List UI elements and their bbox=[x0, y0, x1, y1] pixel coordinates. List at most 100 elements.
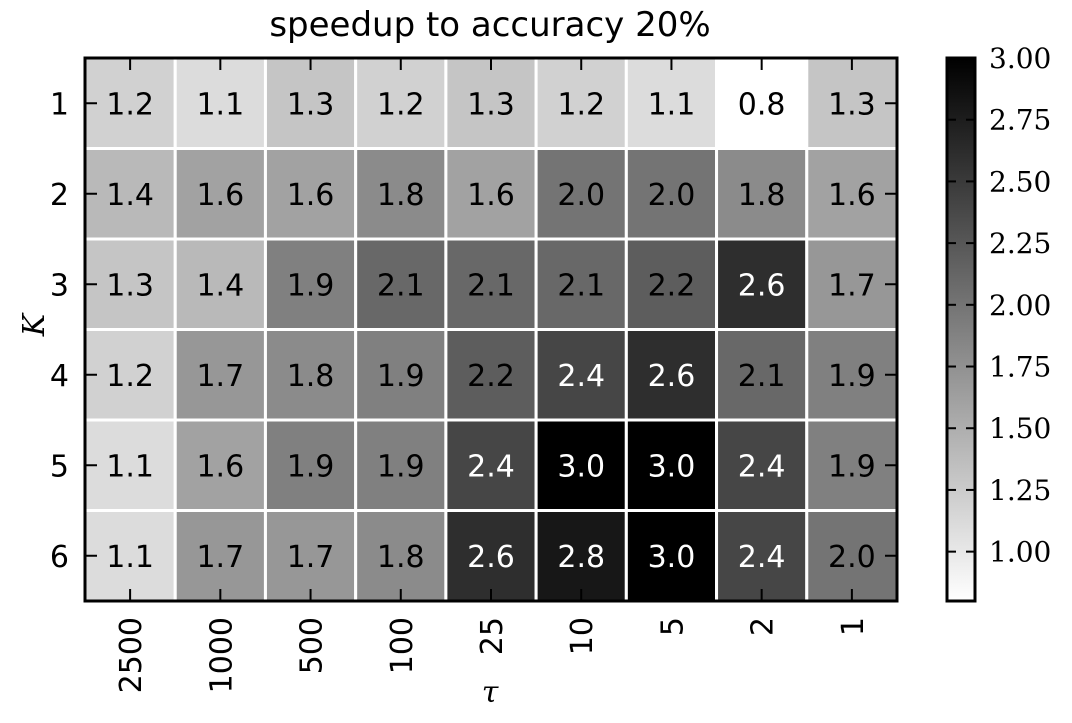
x-tick-label: 1 bbox=[836, 617, 871, 636]
x-tick-label: 2500 bbox=[114, 617, 149, 693]
cell-value-label: 1.3 bbox=[828, 87, 876, 122]
cell-value-label: 1.1 bbox=[196, 87, 244, 122]
cell-value-label: 1.6 bbox=[287, 178, 335, 213]
heatmap-cell bbox=[263, 237, 358, 331]
heatmap-cell bbox=[354, 237, 448, 331]
cell-value-label: 1.9 bbox=[377, 449, 425, 484]
cell-value-label: 2.0 bbox=[648, 178, 696, 213]
cell-value-label: 2.1 bbox=[557, 268, 605, 303]
y-tick-label: 3 bbox=[50, 268, 69, 303]
colorbar-gradient bbox=[945, 56, 977, 603]
cell-value-label: 1.6 bbox=[467, 178, 515, 213]
cell-value-label: 2.0 bbox=[828, 540, 876, 575]
cell-value-label: 1.7 bbox=[196, 359, 244, 394]
cell-value-label: 1.4 bbox=[106, 178, 154, 213]
cell-value-label: 1.3 bbox=[467, 87, 515, 122]
y-tick-label: 5 bbox=[50, 449, 69, 484]
heatmap-cell bbox=[83, 418, 177, 512]
cell-value-label: 2.1 bbox=[738, 359, 786, 394]
colorbar: 1.00 1.25 1.50 1.75 2.00 2.25 2.50 2.75 3.00 bbox=[945, 42, 1051, 603]
colorbar-tick-label: 2.00 bbox=[989, 289, 1051, 322]
cell-value-label: 1.7 bbox=[287, 540, 335, 575]
x-tick-label: 5 bbox=[655, 617, 690, 636]
cell-value-label: 2.6 bbox=[738, 268, 786, 303]
cell-value-label: 2.0 bbox=[557, 178, 605, 213]
colorbar-tick-label: 2.50 bbox=[989, 165, 1051, 198]
x-tick-label: 1000 bbox=[204, 617, 239, 693]
heatmap-cell bbox=[715, 56, 809, 150]
cell-value-label: 2.1 bbox=[467, 268, 515, 303]
axis-ticks: 1 2 3 4 5 6 2500 1000 500 100 25 10 5 2 1 bbox=[50, 58, 897, 693]
y-tick-label: 4 bbox=[50, 359, 69, 394]
heatmap-cell bbox=[715, 509, 809, 603]
heatmap-cell bbox=[444, 509, 538, 603]
x-tick-label: 100 bbox=[385, 617, 420, 674]
x-axis-label: τ bbox=[482, 675, 499, 710]
cell-value-label: 3.0 bbox=[557, 449, 605, 484]
heatmap-cell bbox=[83, 237, 177, 331]
cell-value-label: 1.9 bbox=[377, 359, 425, 394]
cell-value-label: 2.8 bbox=[557, 540, 605, 575]
cell-value-label: 1.6 bbox=[196, 449, 244, 484]
heatmap-cell bbox=[534, 56, 628, 150]
cell-value-label: 2.4 bbox=[467, 449, 515, 484]
cell-value-label: 1.9 bbox=[828, 449, 876, 484]
x-tick-label: 500 bbox=[295, 617, 330, 674]
cell-value-label: 1.2 bbox=[106, 87, 154, 122]
y-tick-label: 6 bbox=[50, 540, 69, 575]
colorbar-tick-label: 1.50 bbox=[989, 412, 1051, 445]
chart-title: speedup to accuracy 20% bbox=[269, 5, 710, 45]
cell-value-label: 0.8 bbox=[738, 87, 786, 122]
heatmap-cell bbox=[173, 509, 267, 603]
cell-value-label: 1.6 bbox=[828, 178, 876, 213]
heatmap-cell bbox=[534, 418, 628, 512]
heatmap-cell bbox=[173, 237, 267, 331]
heatmap-cell bbox=[805, 237, 899, 331]
heatmap-cell bbox=[354, 509, 448, 603]
x-tick-label: 10 bbox=[565, 617, 600, 655]
cell-value-label: 1.8 bbox=[377, 178, 425, 213]
cell-value-label: 2.6 bbox=[648, 359, 696, 394]
heatmap-cell bbox=[805, 328, 899, 422]
colorbar-tick-label: 1.00 bbox=[989, 536, 1051, 569]
cell-value-label: 1.7 bbox=[196, 540, 244, 575]
heatmap-cells bbox=[83, 56, 899, 603]
cell-value-label: 1.1 bbox=[106, 540, 154, 575]
cell-value-label: 1.8 bbox=[287, 359, 335, 394]
heatmap-cell bbox=[715, 147, 809, 241]
heatmap-cell bbox=[444, 237, 538, 331]
heatmap-cell bbox=[173, 328, 267, 422]
cell-value-label: 1.8 bbox=[738, 178, 786, 213]
heatmap-cell bbox=[624, 147, 719, 241]
y-tick-label: 2 bbox=[50, 178, 69, 213]
heatmap-cell bbox=[263, 147, 358, 241]
cell-value-label: 1.4 bbox=[196, 268, 244, 303]
cell-value-label: 2.2 bbox=[467, 359, 515, 394]
cell-value-label: 3.0 bbox=[648, 449, 696, 484]
cell-value-label: 1.9 bbox=[828, 359, 876, 394]
cell-value-label: 2.6 bbox=[467, 540, 515, 575]
cell-value-label: 1.8 bbox=[377, 540, 425, 575]
colorbar-tick-label: 3.00 bbox=[989, 42, 1051, 75]
cell-value-label: 1.6 bbox=[196, 178, 244, 213]
cell-value-label: 2.2 bbox=[648, 268, 696, 303]
heatmap-cell bbox=[263, 509, 358, 603]
heatmap-cell bbox=[83, 509, 177, 603]
colorbar-tick-label: 1.75 bbox=[989, 351, 1051, 384]
cell-value-label: 1.3 bbox=[287, 87, 335, 122]
cell-value-label: 1.1 bbox=[648, 87, 696, 122]
cell-value-label: 2.4 bbox=[557, 359, 605, 394]
heatmap-cell bbox=[354, 328, 448, 422]
colorbar-tick-label: 2.25 bbox=[989, 227, 1051, 260]
cell-value-labels: 1.2 1.1 1.3 1.2 1.3 1.2 1.1 0.8 1.3 1.4 1.6 1.6 1.8 1… bbox=[106, 87, 875, 575]
cell-value-label: 1.1 bbox=[106, 449, 154, 484]
y-tick-label: 1 bbox=[50, 87, 69, 122]
heatmap-cell bbox=[805, 509, 899, 603]
x-tick-label: 25 bbox=[475, 617, 510, 655]
cell-value-label: 1.2 bbox=[377, 87, 425, 122]
cell-value-label: 1.3 bbox=[106, 268, 154, 303]
cell-value-label: 1.7 bbox=[828, 268, 876, 303]
y-axis-label: K bbox=[17, 312, 52, 337]
colorbar-tick-label: 1.25 bbox=[989, 474, 1051, 507]
